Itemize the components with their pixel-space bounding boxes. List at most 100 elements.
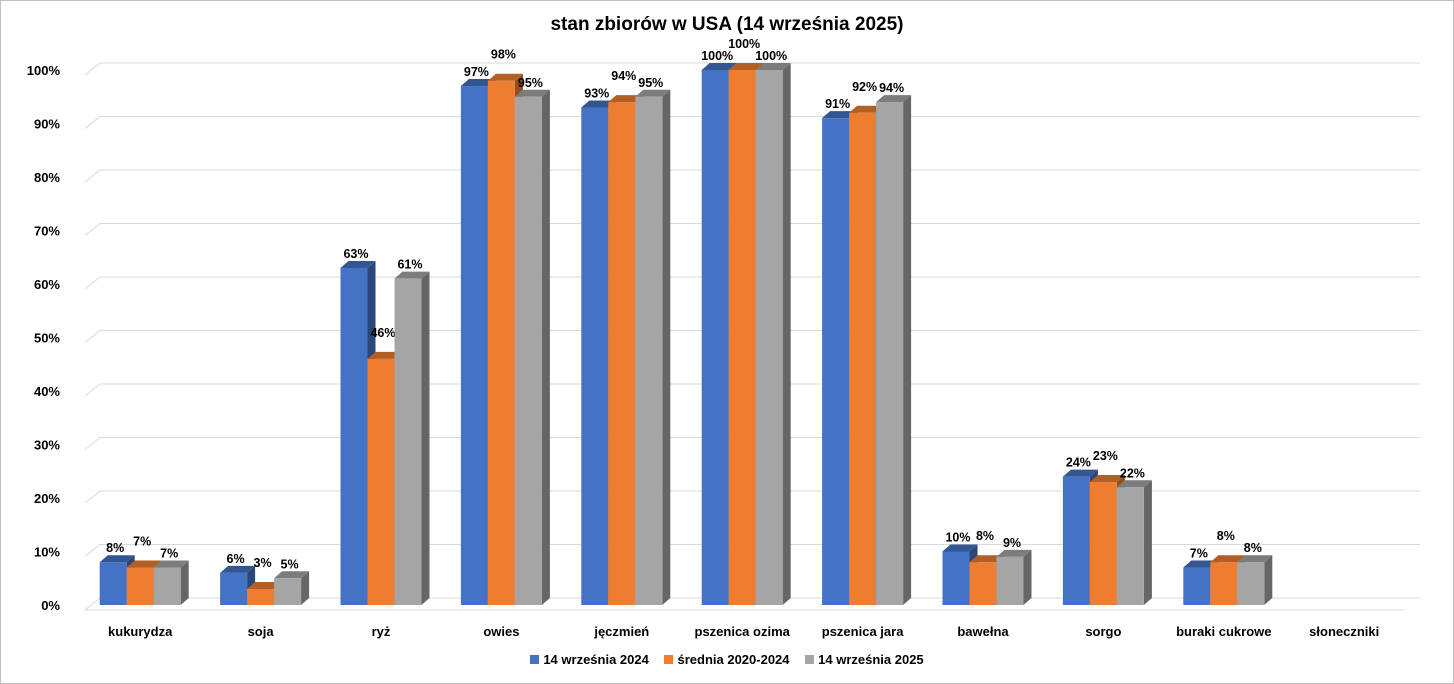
data-label: 97% (464, 65, 489, 79)
bar-side (662, 89, 671, 605)
data-label: 7% (133, 535, 151, 549)
bar (608, 102, 636, 605)
data-label: 94% (879, 81, 904, 95)
x-tick-label: sorgo (1085, 624, 1121, 639)
gridline-diagonal (84, 116, 101, 129)
bar-top (1089, 474, 1125, 482)
data-label: 3% (254, 556, 272, 570)
x-tick-label: owies (483, 624, 519, 639)
bar-top (1116, 480, 1152, 488)
legend-label-avg: średnia 2020-2024 (677, 652, 790, 667)
data-label: 5% (281, 557, 299, 571)
bar (274, 578, 302, 605)
legend-swatch-2024 (530, 655, 540, 664)
bar-top (514, 89, 550, 97)
bar-top (969, 555, 1005, 563)
bar-side (1264, 555, 1273, 605)
bar (340, 267, 368, 605)
bar (996, 556, 1024, 605)
bar-side (1143, 480, 1152, 605)
data-label: 100% (728, 37, 760, 51)
x-tick-label: bawełna (957, 624, 1009, 639)
gridline-diagonal (84, 62, 101, 76)
legend: 14 września 2024 średnia 2020-2024 14 wr… (0, 652, 1454, 667)
gridline-diagonal (84, 169, 101, 183)
chart-title: stan zbiorów w USA (14 września 2025) (550, 14, 904, 35)
legend-swatch-2025 (805, 655, 815, 664)
data-label: 93% (584, 86, 609, 100)
bar (1116, 487, 1144, 605)
bar-top (99, 555, 135, 563)
data-label: 6% (227, 552, 245, 566)
bar-top (153, 560, 189, 568)
bar-top (487, 73, 523, 81)
bar-top (367, 351, 403, 359)
bar-side (180, 560, 189, 605)
y-tick-label: 20% (34, 491, 60, 506)
data-label: 8% (106, 541, 124, 555)
data-label: 10% (945, 531, 970, 545)
data-label: 91% (825, 97, 850, 111)
bar-top (340, 260, 376, 268)
bar (969, 562, 997, 605)
bar-top (701, 63, 737, 70)
bar-side (421, 271, 430, 605)
bar-top (460, 79, 496, 87)
legend-item-avg: średnia 2020-2024 (664, 652, 790, 667)
data-label: 95% (638, 76, 663, 90)
bar-top (220, 565, 256, 573)
y-tick-label: 30% (34, 438, 60, 453)
bar-top (274, 571, 310, 579)
bar (1062, 476, 1090, 605)
legend-item-2024: 14 września 2024 (530, 652, 649, 667)
data-label: 95% (518, 76, 543, 90)
y-tick-label: 0% (41, 598, 60, 613)
bar-top (608, 95, 644, 103)
bar-top (1210, 555, 1246, 563)
data-label: 24% (1066, 456, 1091, 470)
bar-top (996, 549, 1032, 557)
gridline-diagonal (84, 490, 101, 504)
y-tick-label: 40% (34, 384, 60, 399)
bar-top (635, 89, 671, 97)
bar-side (903, 95, 912, 605)
legend-item-2025: 14 września 2025 (805, 652, 924, 667)
x-tick-label: soja (248, 624, 275, 639)
data-label: 94% (611, 69, 636, 83)
gridline-diagonal (84, 437, 101, 450)
bar (1183, 567, 1211, 605)
data-label: 9% (1003, 536, 1021, 550)
bar (1237, 562, 1265, 605)
data-label: 8% (1244, 541, 1262, 555)
x-tick-label: jęczmień (593, 624, 649, 639)
bar (822, 118, 850, 606)
bar-side (541, 89, 550, 605)
bar-top (876, 95, 912, 103)
x-tick-label: słoneczniki (1309, 624, 1379, 639)
legend-label-2025: 14 września 2025 (818, 652, 924, 667)
gridline-diagonal (84, 383, 101, 397)
bar-top (581, 100, 617, 108)
bar (487, 80, 515, 605)
data-label: 22% (1120, 466, 1145, 480)
data-label: 46% (370, 326, 395, 340)
bar-top (849, 105, 885, 113)
bar-top (822, 111, 858, 119)
y-tick-label: 50% (34, 331, 60, 346)
data-label: 8% (1217, 529, 1235, 543)
bar (220, 572, 248, 605)
bar-top (755, 63, 791, 70)
bar-top (126, 560, 162, 568)
bar-top (942, 544, 978, 552)
bar-top (728, 63, 764, 70)
x-tick-label: buraki cukrowe (1176, 624, 1271, 639)
gridline-diagonal (84, 223, 101, 236)
gridline-diagonal (84, 544, 101, 557)
bar-top (1237, 555, 1273, 563)
bar (755, 70, 783, 605)
bar (126, 567, 154, 605)
legend-label-2024: 14 września 2024 (543, 652, 649, 667)
data-label: 8% (976, 529, 994, 543)
data-label: 7% (1190, 547, 1208, 561)
